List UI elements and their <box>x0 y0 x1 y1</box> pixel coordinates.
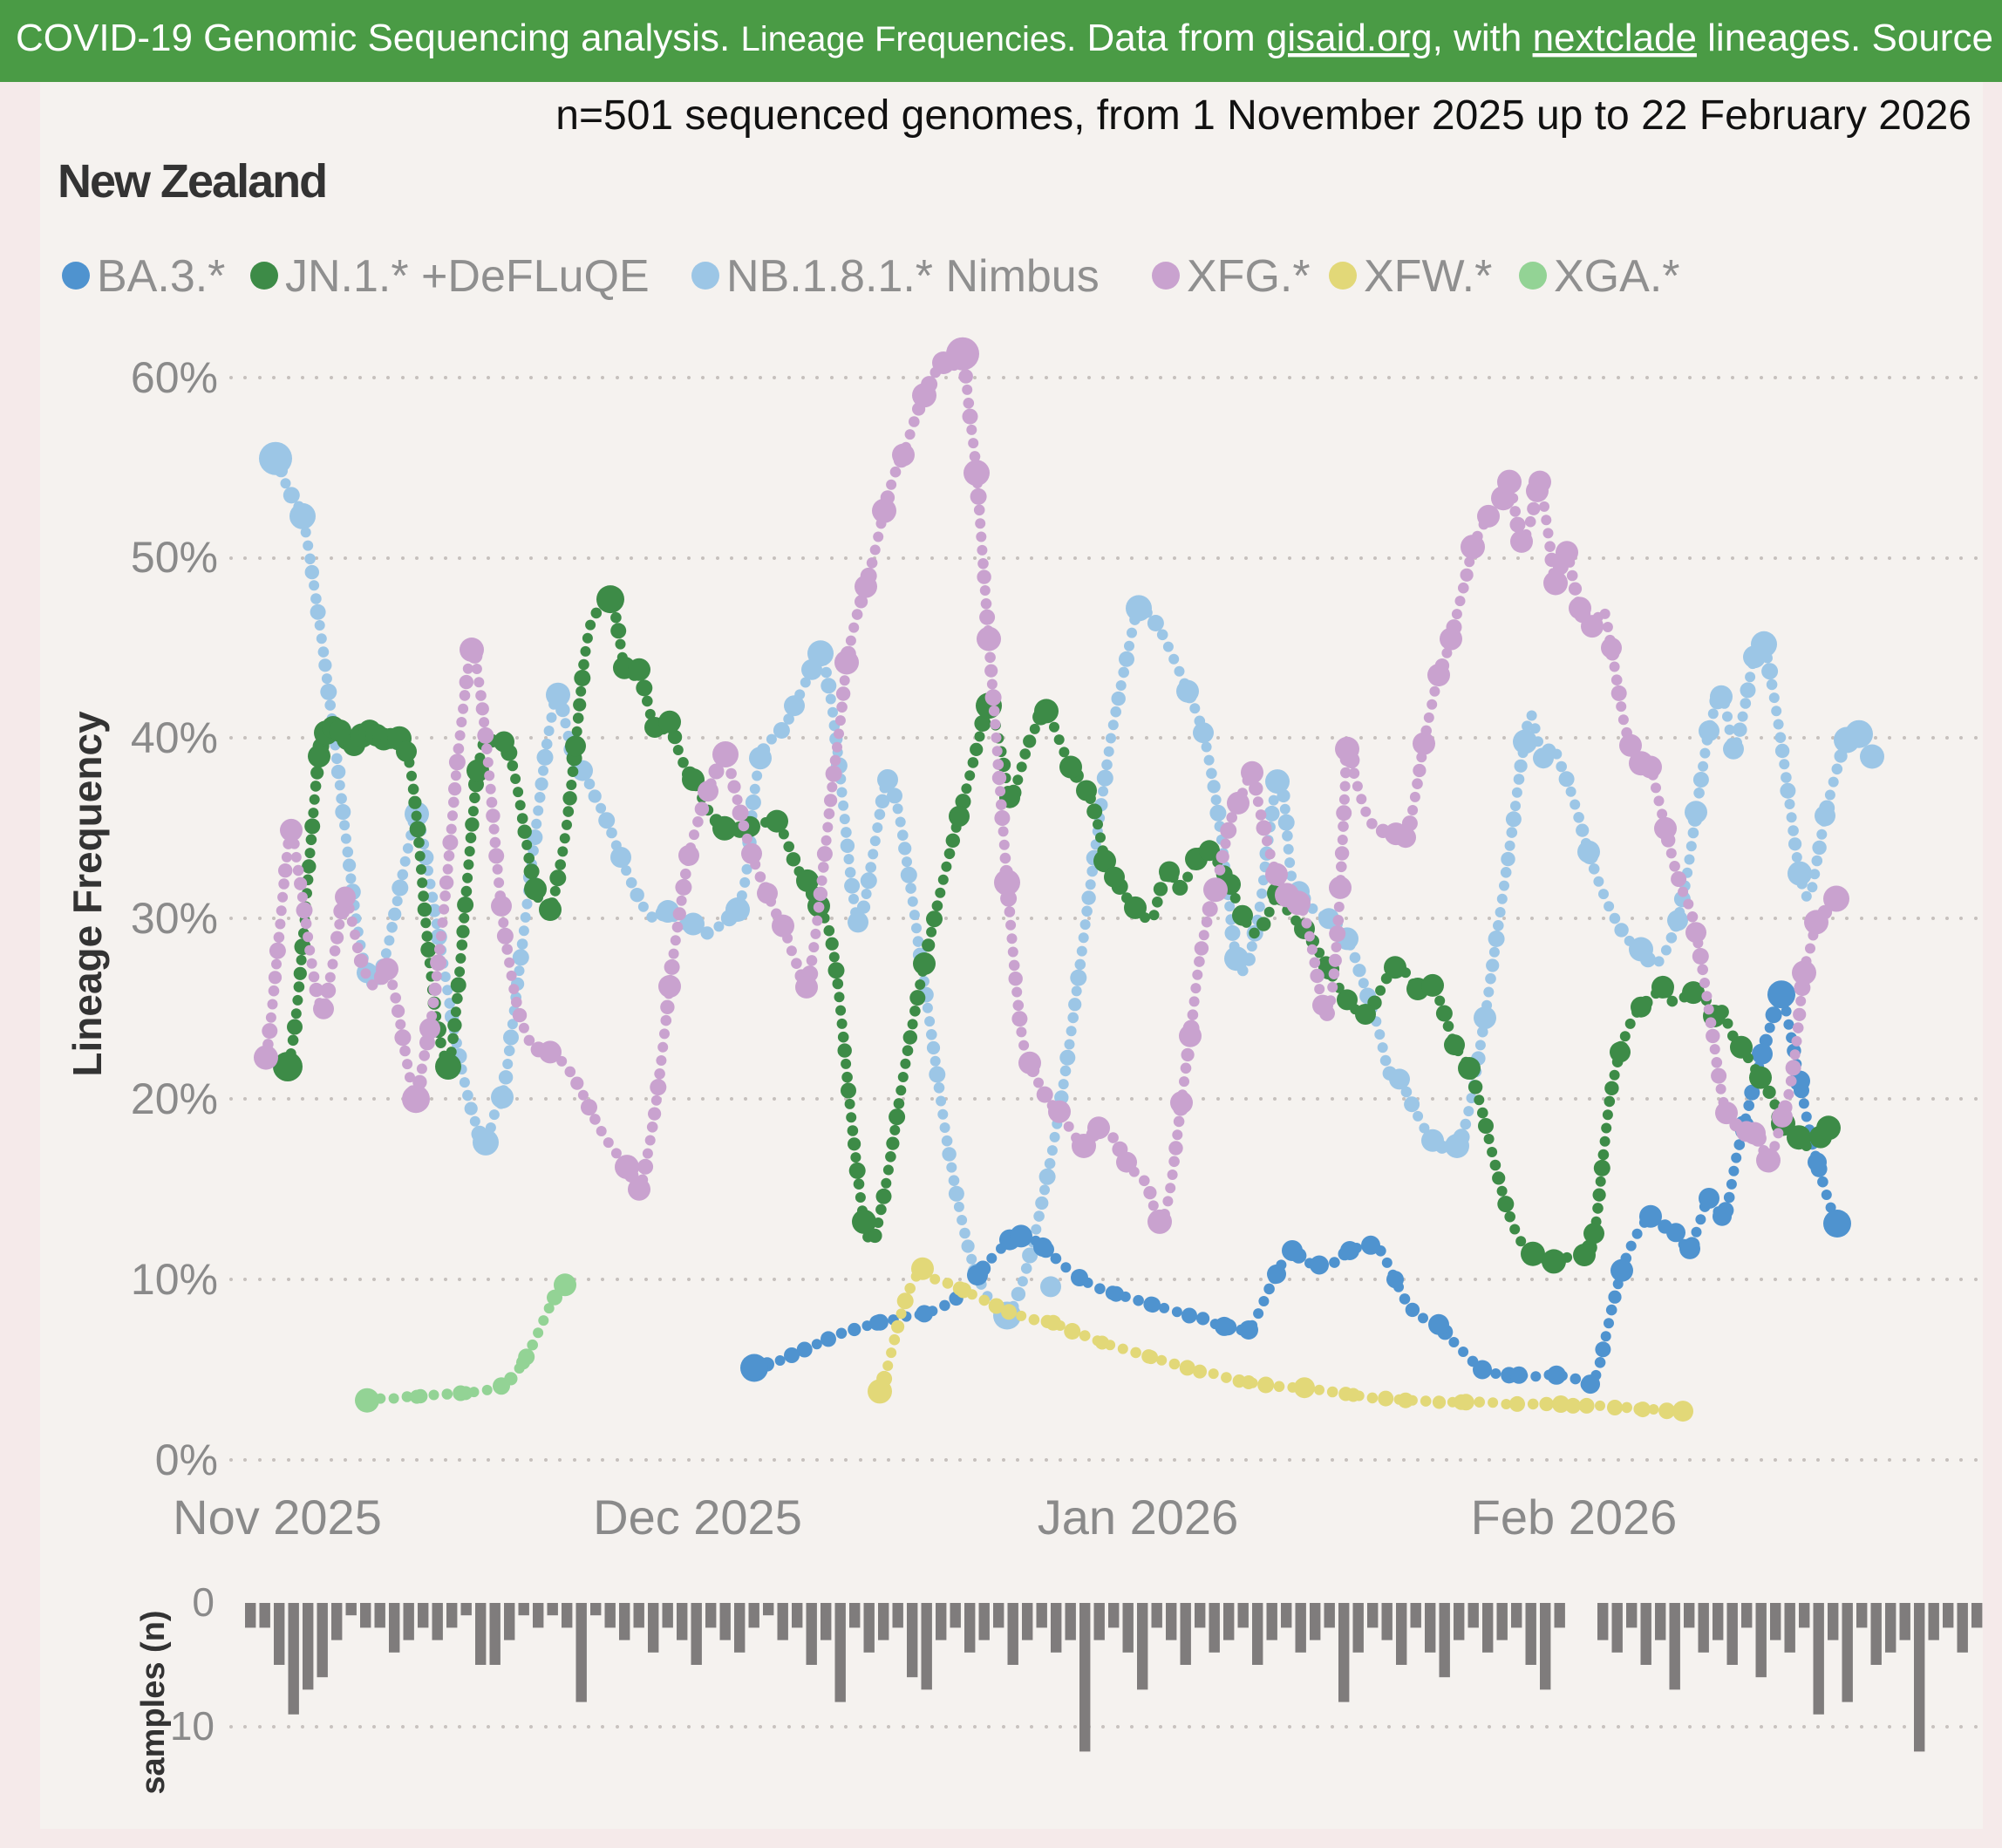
svg-text:0: 0 <box>192 1579 214 1625</box>
svg-text:Dec 2025: Dec 2025 <box>593 1490 802 1545</box>
svg-text:60%: 60% <box>131 353 218 402</box>
svg-text:10: 10 <box>170 1703 214 1749</box>
svg-text:JN.1.* +DeFLuQE: JN.1.* +DeFLuQE <box>285 251 650 302</box>
svg-text:XFG.*: XFG.* <box>1187 251 1311 302</box>
svg-text:0%: 0% <box>155 1435 218 1484</box>
svg-text:BA.3.*: BA.3.* <box>97 251 225 302</box>
svg-text:New Zealand: New Zealand <box>58 155 326 208</box>
svg-text:50%: 50% <box>131 533 218 582</box>
svg-text:XFW.*: XFW.* <box>1364 251 1492 302</box>
svg-text:40%: 40% <box>131 713 218 762</box>
svg-text:n=501 sequenced genomes, from: n=501 sequenced genomes, from 1 November… <box>555 92 1971 139</box>
svg-text:NB.1.8.1.* Nimbus: NB.1.8.1.* Nimbus <box>726 251 1100 302</box>
svg-text:XGA.*: XGA.* <box>1554 251 1680 302</box>
svg-text:samples (n): samples (n) <box>135 1610 172 1794</box>
svg-text:Feb 2026: Feb 2026 <box>1471 1490 1678 1545</box>
svg-text:Lineage Frequency: Lineage Frequency <box>65 711 110 1077</box>
svg-text:Nov 2025: Nov 2025 <box>173 1490 382 1545</box>
svg-text:Jan 2026: Jan 2026 <box>1038 1490 1238 1545</box>
svg-text:20%: 20% <box>131 1074 218 1123</box>
svg-text:COVID-19 Genomic Sequencing an: COVID-19 Genomic Sequencing analysis. Li… <box>16 17 1993 59</box>
svg-text:30%: 30% <box>131 894 218 943</box>
svg-text:10%: 10% <box>131 1255 218 1304</box>
